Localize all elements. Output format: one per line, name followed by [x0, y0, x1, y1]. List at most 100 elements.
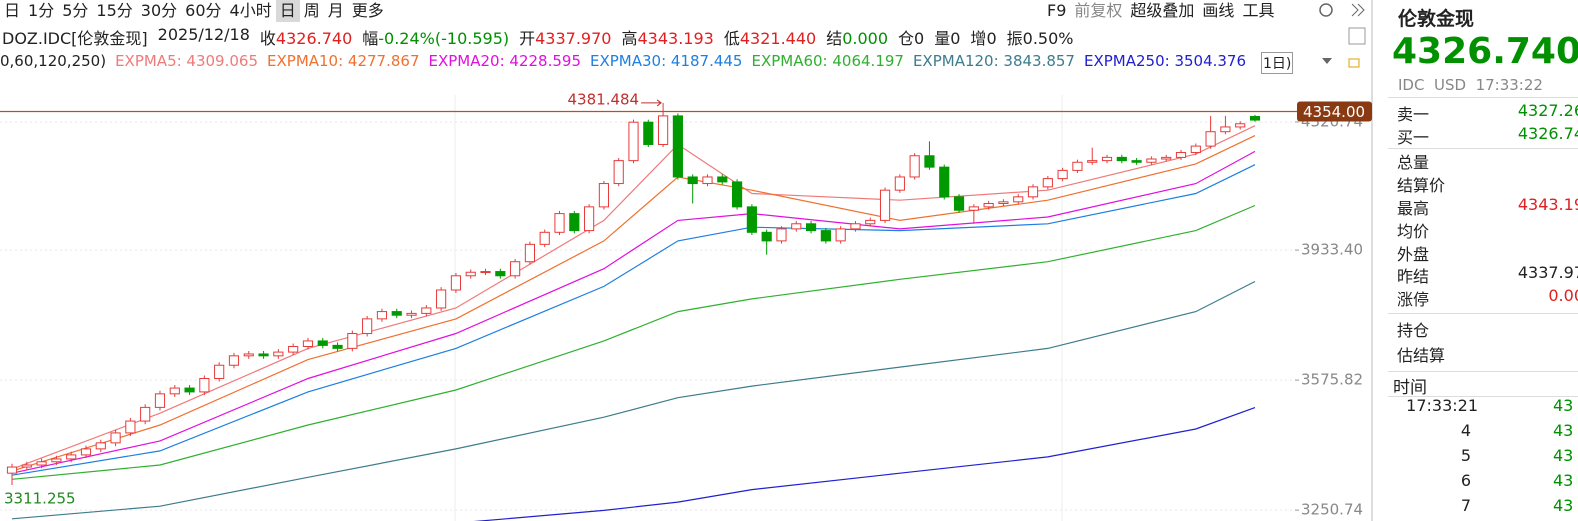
- candle-body: [1175, 152, 1187, 158]
- candle-body: [968, 206, 979, 211]
- legend-entry: EXPMA10: 4277.867: [267, 52, 420, 70]
- tool-button[interactable]: 前复权: [1074, 1, 1123, 20]
- period-button[interactable]: 60分: [185, 1, 222, 20]
- legend-entry: EXPMA120: 3843.857: [912, 52, 1075, 70]
- ma-line: [11, 150, 1256, 474]
- tool-button[interactable]: F9: [1047, 1, 1067, 20]
- info-value: 0: [950, 29, 961, 48]
- period-button[interactable]: 日: [275, 0, 300, 22]
- period-button[interactable]: 周: [303, 1, 320, 20]
- candle-body: [524, 243, 536, 263]
- candle-body: [1072, 161, 1083, 171]
- low-label: 3311.255: [4, 489, 76, 507]
- quote-title: 伦敦金现: [1398, 8, 1475, 30]
- info-bar: DOZ.IDC[伦敦金现] 2025/12/18 收4326.740 幅-0.24%(…: [2, 25, 1073, 49]
- y-tick-label: 3250.74: [1301, 501, 1363, 519]
- quote-row-value: 4343.19: [1517, 195, 1578, 214]
- ma-line: [473, 407, 1256, 521]
- tick-time: 7: [1460, 496, 1471, 515]
- period-button[interactable]: 1分: [28, 1, 55, 20]
- candle-body: [613, 160, 624, 185]
- quote-row-label: 涨停: [1397, 290, 1430, 309]
- period-button[interactable]: 月: [327, 1, 344, 20]
- info-value: 0.50%: [1022, 29, 1074, 48]
- legend-entry: EXPMA60: 4064.197: [751, 52, 904, 70]
- info-value: 4343.193: [637, 29, 714, 48]
- wp-icon: [1348, 27, 1366, 45]
- candle-body: [1146, 158, 1157, 163]
- candle-body: [362, 318, 373, 335]
- candle-body: [51, 458, 62, 463]
- candle-body: [1116, 156, 1127, 162]
- toolbar-icons: [1319, 3, 1366, 68]
- candle-body: [1205, 131, 1216, 147]
- tick-value: 43: [1553, 421, 1574, 440]
- legend-entry: EXPMA30: 4187.445: [589, 52, 743, 70]
- candles: [6, 102, 1261, 485]
- candle-body: [302, 340, 314, 347]
- period-button[interactable]: 15分: [96, 1, 133, 20]
- info-value: 0: [986, 29, 997, 48]
- candle-body: [939, 166, 950, 198]
- dropdown-icon[interactable]: [1322, 58, 1332, 64]
- tick-time: 17:33:21: [1406, 396, 1478, 415]
- tick-time: 6: [1460, 471, 1471, 490]
- info-label: 振: [1006, 29, 1023, 48]
- info-item: 收4326.740: [260, 25, 352, 49]
- info-item: 幅-0.24%(-10.595): [362, 25, 509, 49]
- candle-body: [406, 312, 417, 316]
- tool-button[interactable]: 工具: [1242, 1, 1275, 20]
- period-button[interactable]: 4小时: [229, 1, 272, 20]
- candle-body: [672, 115, 683, 178]
- info-value: 2025/12/18: [157, 25, 250, 44]
- quote-row-label: 外盘: [1397, 245, 1430, 264]
- settings-icon[interactable]: [1319, 3, 1333, 17]
- tools-toolbar: F9 前复权 超级叠加 画线 工具: [1043, 0, 1278, 22]
- tick-value: 43: [1553, 496, 1574, 515]
- tool-button[interactable]: 超级叠加: [1130, 1, 1195, 20]
- more-icon[interactable]: [1351, 3, 1365, 17]
- info-item: 高4343.193: [621, 25, 713, 49]
- info-item: 低4321.440: [724, 25, 816, 49]
- info-label: 仓: [898, 29, 915, 48]
- candle-body: [746, 206, 757, 233]
- quote-row-label: 结算价: [1397, 176, 1446, 195]
- tick-value: 43: [1553, 471, 1574, 490]
- candle-body: [776, 228, 787, 242]
- candle-body: [95, 442, 106, 450]
- candle-body: [317, 340, 328, 346]
- period-toolbar: 日 1分 5分 15分 30分 60分 4小时日周月更多: [0, 0, 388, 22]
- tick-value: 43: [1553, 446, 1574, 465]
- candle-body: [510, 261, 521, 277]
- candle-body: [332, 344, 343, 349]
- quote-row-label: 总量: [1397, 153, 1430, 172]
- quote-row-label: 卖一: [1397, 105, 1430, 124]
- candle-body: [1057, 169, 1068, 180]
- lock-icon[interactable]: [1348, 58, 1360, 68]
- period-button[interactable]: 30分: [140, 1, 178, 20]
- candle-body: [1249, 116, 1261, 121]
- candle-body: [376, 311, 388, 320]
- candle-body: [258, 353, 269, 357]
- quote-row-label: 昨结: [1397, 267, 1430, 286]
- info-label: 量: [934, 29, 951, 48]
- price-line-box: [1297, 101, 1372, 122]
- indicator-legend: 0,60,120,250) EXPMA5: 4309.065 EXPMA10: 42…: [0, 52, 1294, 74]
- candle-body: [1087, 160, 1098, 163]
- candle-body: [1220, 126, 1231, 133]
- candle-body: [66, 454, 77, 460]
- info-value: DOZ.IDC[伦敦金现]: [2, 29, 148, 48]
- period-button[interactable]: 日: [4, 1, 21, 20]
- quote-panel: 伦敦金现 4326.740 IDC USD 17:33:22 卖一 4327.26 买一 4…: [1378, 0, 1578, 521]
- info-label: 开: [519, 29, 536, 48]
- tool-button[interactable]: 画线: [1202, 1, 1235, 20]
- info-value: 4337.970: [535, 29, 612, 48]
- period-button[interactable]: 5分: [62, 1, 89, 20]
- quote-row-value: 4337.97: [1517, 263, 1578, 282]
- candle-body: [909, 155, 920, 178]
- period-button[interactable]: 更多: [351, 1, 384, 20]
- info-value: 4321.440: [739, 29, 817, 48]
- candle-body: [643, 121, 654, 145]
- ma-line: [11, 125, 1256, 470]
